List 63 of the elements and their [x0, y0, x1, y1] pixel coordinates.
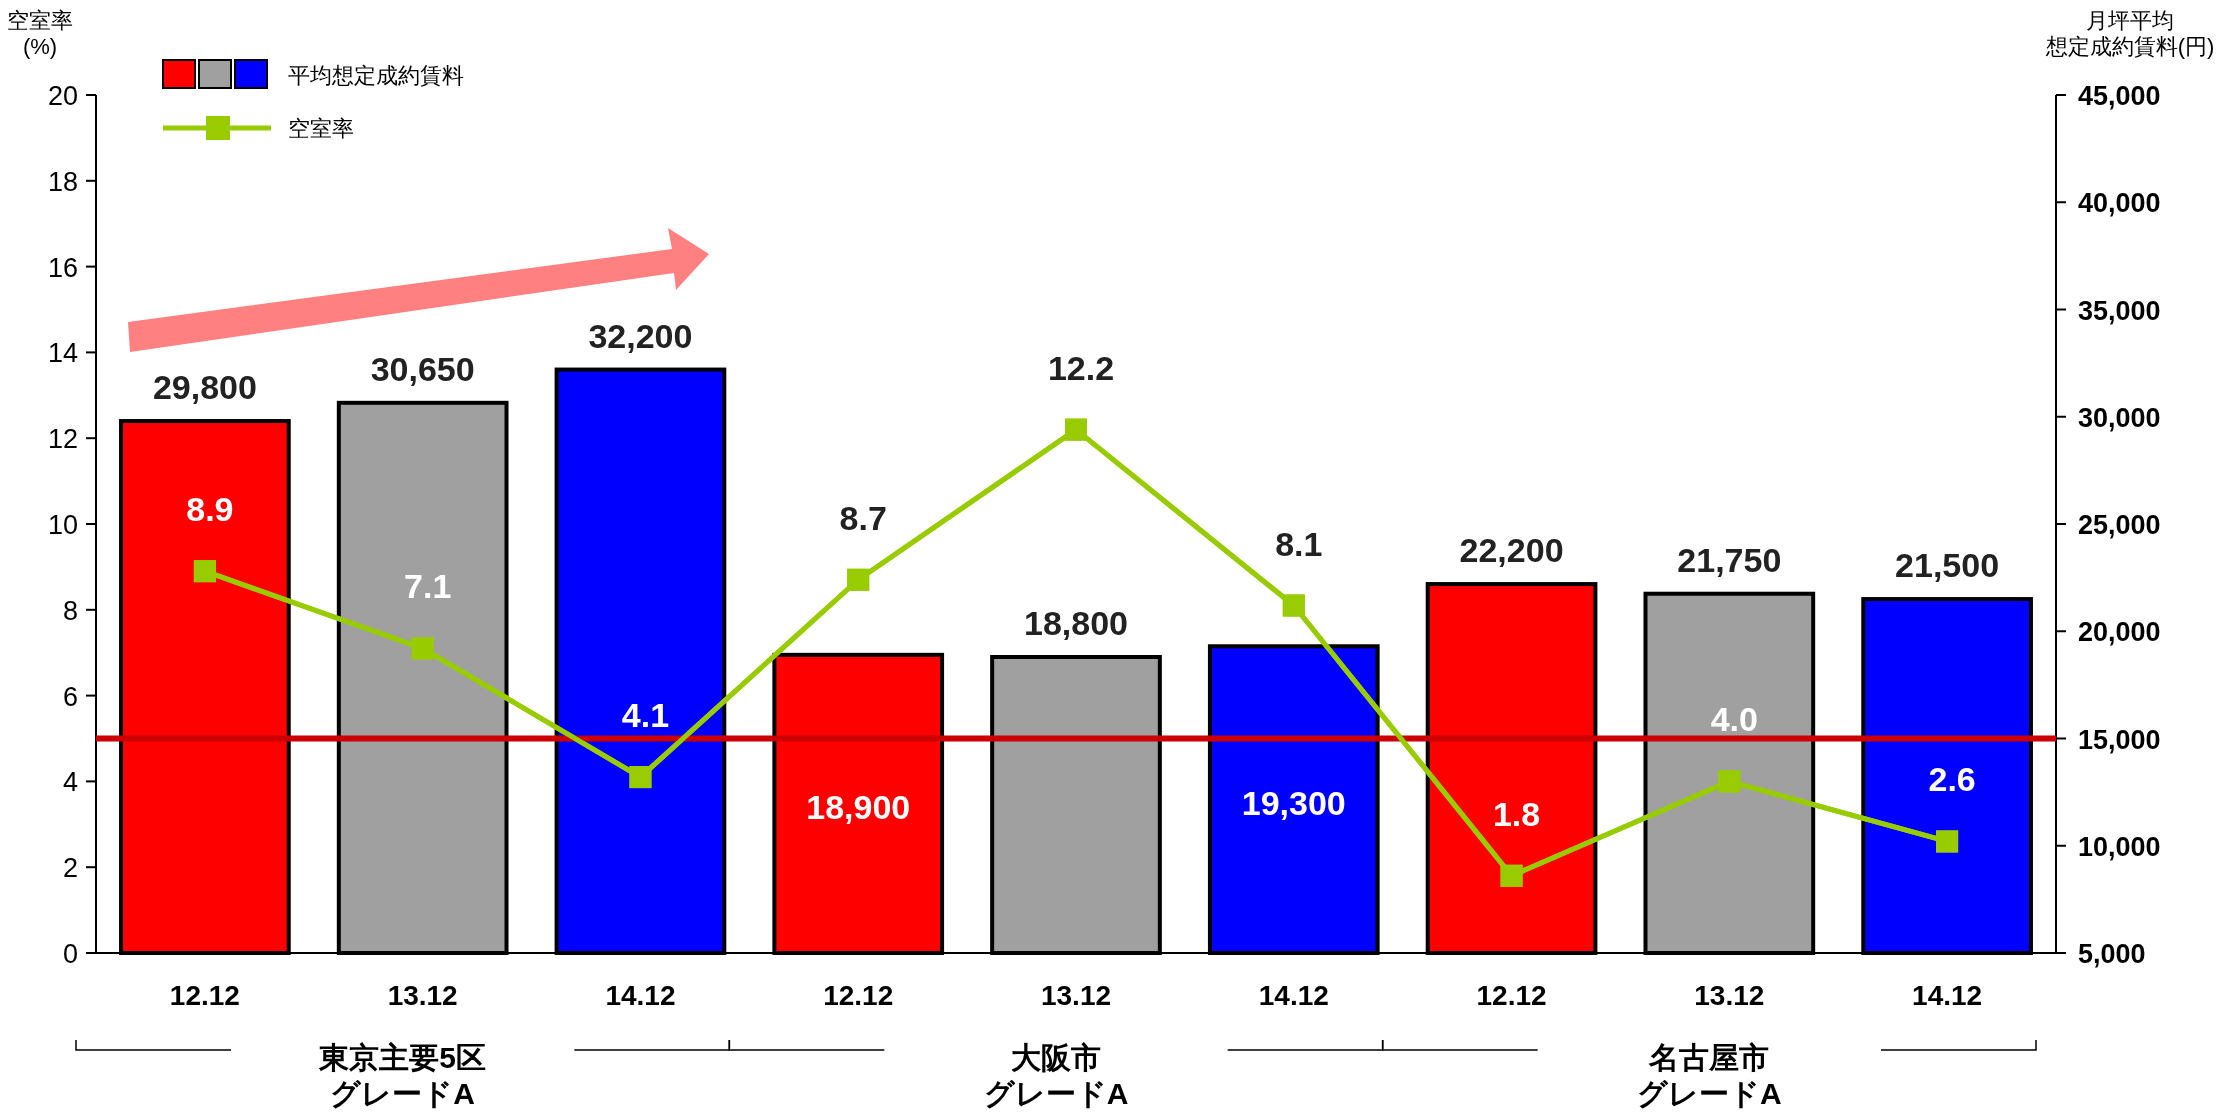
x-tick-label: 13.12	[1040, 980, 1112, 1011]
y2-tick-label: 20,000	[2078, 617, 2161, 648]
y-tick-label: 2	[62, 853, 78, 884]
legend-label: 平均想定成約賃料	[288, 63, 464, 88]
data-label: 8.1	[1275, 524, 1323, 563]
data-label: 21,500	[1895, 546, 2000, 585]
text: 名古屋市グレードA	[1637, 1041, 1782, 1110]
y-axis-title: 空室率 (%)	[7, 8, 73, 60]
point	[1936, 830, 1959, 853]
y2-tick-label: 10,000	[2078, 831, 2161, 862]
data-label: 8.9	[186, 490, 234, 529]
y-tick-label: 8	[62, 595, 78, 626]
y2-tick-label: 35,000	[2078, 295, 2161, 326]
legend-label: 空室率	[288, 116, 354, 141]
y2-axis-title: 月坪平均想定成約賃料(円)	[2044, 8, 2215, 60]
data-label: 29,800	[152, 368, 257, 407]
x-tick-label: 12.12	[823, 980, 894, 1011]
point	[1718, 770, 1741, 793]
data-label: 7.1	[404, 567, 452, 606]
y2-tick-label: 40,000	[2078, 188, 2161, 219]
data-label: 4.0	[1710, 700, 1758, 739]
y2-tick-label: 15,000	[2078, 724, 2161, 755]
text: 大阪市グレードA	[983, 1041, 1129, 1110]
y2-tick-label: 25,000	[2078, 510, 2161, 540]
data-label: 32,200	[588, 316, 693, 355]
data-label: 18,900	[806, 787, 911, 826]
text: 東京主要5区グレードA	[318, 1041, 487, 1110]
y-tick-label: 16	[47, 252, 78, 283]
data-label: 18,800	[1024, 603, 1128, 642]
data-label: 22,200	[1459, 531, 1564, 570]
x-tick-label: 12.12	[169, 980, 240, 1011]
point	[193, 560, 216, 583]
data-label: 12.2	[1047, 348, 1115, 387]
x-tick-label: 13.12	[1694, 980, 1765, 1011]
x-tick-label: 14.12	[1258, 980, 1329, 1011]
y-tick-label: 6	[62, 681, 78, 712]
y-tick-label: 4	[62, 767, 78, 798]
data-label: 21,750	[1677, 540, 1782, 579]
data-label: 4.1	[621, 696, 670, 735]
point	[1282, 594, 1305, 617]
y-tick-label: 12	[47, 424, 78, 455]
y-tick-label: 20	[47, 81, 78, 111]
point	[411, 637, 434, 660]
legend: 空室率	[163, 116, 354, 141]
data-label: 30,650	[370, 349, 475, 388]
y-tick-label: 18	[47, 166, 78, 197]
x-tick-label: 14.12	[1912, 980, 1983, 1011]
x-tick-label: 12.12	[1476, 980, 1547, 1011]
y2-tick-label: 5,000	[2078, 939, 2146, 969]
y-tick-label: 10	[47, 510, 78, 540]
y-tick-label: 0	[62, 939, 78, 969]
data-label: 1.8	[1492, 794, 1541, 833]
y2-tick-label: 30,000	[2078, 402, 2161, 433]
data-label: 8.7	[839, 498, 887, 537]
y2-tick-label: 45,000	[2078, 81, 2161, 111]
x-tick-label: 14.12	[605, 980, 676, 1011]
point	[847, 568, 870, 591]
point	[629, 766, 652, 789]
data-label: 2.6	[1928, 760, 1976, 799]
y-tick-label: 14	[47, 338, 78, 369]
data-label: 19,300	[1241, 783, 1346, 822]
point	[1500, 864, 1523, 887]
x-tick-label: 13.12	[387, 980, 458, 1011]
